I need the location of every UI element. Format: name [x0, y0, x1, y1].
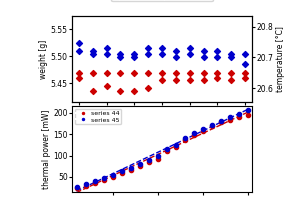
45 water [°C]	[173, 56, 178, 59]
45 water [°C]	[146, 53, 151, 56]
Legend: series 44, series 45: series 44, series 45	[74, 109, 121, 124]
45 water [°C]	[118, 56, 123, 59]
45 weight	[160, 47, 164, 50]
44 weight	[160, 79, 164, 82]
44 water [°C]	[215, 71, 220, 74]
series 44	[92, 182, 97, 185]
44 water [°C]	[146, 71, 151, 74]
series 44	[191, 134, 196, 137]
45 weight	[243, 52, 248, 55]
44 water [°C]	[104, 71, 109, 74]
Legend: 44 weight, 45 weight, 44 water [°C], 45 water [°C]: 44 weight, 45 weight, 44 water [°C], 45 …	[112, 0, 212, 1]
Y-axis label: thermal power [mW]: thermal power [mW]	[42, 109, 51, 189]
45 water [°C]	[201, 56, 206, 59]
series 44	[218, 121, 223, 124]
44 weight	[132, 90, 137, 93]
45 water [°C]	[243, 62, 248, 65]
45 water [°C]	[90, 53, 95, 56]
series 44	[236, 115, 241, 118]
45 weight	[118, 52, 123, 55]
series 44	[83, 184, 88, 187]
45 water [°C]	[215, 56, 220, 59]
series 45	[191, 132, 196, 135]
44 water [°C]	[90, 71, 95, 74]
series 45	[146, 158, 151, 161]
series 45	[137, 162, 142, 166]
series 45	[218, 120, 223, 123]
45 water [°C]	[229, 56, 234, 59]
series 44	[119, 171, 124, 174]
45 weight	[90, 49, 95, 52]
44 weight	[76, 76, 81, 79]
44 weight	[173, 79, 178, 82]
series 45	[92, 180, 97, 183]
44 weight	[118, 90, 123, 93]
series 45	[155, 154, 160, 157]
45 weight	[132, 52, 137, 55]
series 44	[245, 113, 250, 116]
series 45	[173, 143, 178, 146]
series 45	[110, 173, 115, 176]
45 weight	[76, 41, 81, 44]
45 water [°C]	[76, 50, 81, 53]
45 weight	[201, 49, 206, 52]
44 water [°C]	[229, 71, 234, 74]
44 water [°C]	[76, 71, 81, 74]
series 45	[227, 115, 232, 118]
45 weight	[215, 49, 220, 52]
45 water [°C]	[104, 53, 109, 56]
series 45	[200, 127, 205, 130]
Y-axis label: weight [g]: weight [g]	[39, 39, 48, 79]
series 44	[209, 125, 214, 128]
44 water [°C]	[118, 71, 123, 74]
series 44	[164, 150, 169, 153]
series 44	[101, 178, 106, 182]
44 weight	[229, 79, 234, 82]
series 45	[164, 147, 169, 151]
44 water [°C]	[132, 71, 137, 74]
series 44	[128, 168, 133, 171]
series 44	[155, 157, 160, 161]
45 water [°C]	[187, 53, 192, 56]
44 weight	[104, 84, 109, 87]
45 water [°C]	[160, 53, 164, 56]
series 45	[74, 185, 79, 188]
series 45	[245, 109, 250, 112]
45 weight	[173, 49, 178, 52]
44 weight	[201, 79, 206, 82]
44 weight	[146, 87, 151, 90]
Y-axis label: temperature [°C]: temperature [°C]	[276, 26, 285, 92]
44 weight	[215, 76, 220, 79]
44 water [°C]	[160, 71, 164, 74]
45 water [°C]	[132, 56, 137, 59]
44 water [°C]	[243, 71, 248, 74]
44 water [°C]	[201, 71, 206, 74]
44 water [°C]	[187, 71, 192, 74]
45 weight	[146, 47, 151, 50]
series 45	[128, 166, 133, 169]
series 44	[173, 145, 178, 149]
45 weight	[229, 52, 234, 55]
series 45	[83, 183, 88, 186]
series 44	[182, 139, 187, 142]
series 44	[227, 118, 232, 121]
series 44	[137, 165, 142, 168]
44 weight	[90, 90, 95, 93]
45 weight	[104, 47, 109, 50]
44 water [°C]	[173, 71, 178, 74]
series 45	[209, 124, 214, 127]
series 44	[110, 176, 115, 179]
series 44	[74, 186, 79, 189]
44 weight	[187, 79, 192, 82]
series 44	[146, 161, 151, 164]
45 weight	[187, 47, 192, 50]
series 45	[101, 177, 106, 180]
series 45	[236, 112, 241, 115]
44 weight	[243, 76, 248, 79]
series 45	[182, 137, 187, 140]
series 45	[119, 170, 124, 173]
series 44	[200, 129, 205, 132]
